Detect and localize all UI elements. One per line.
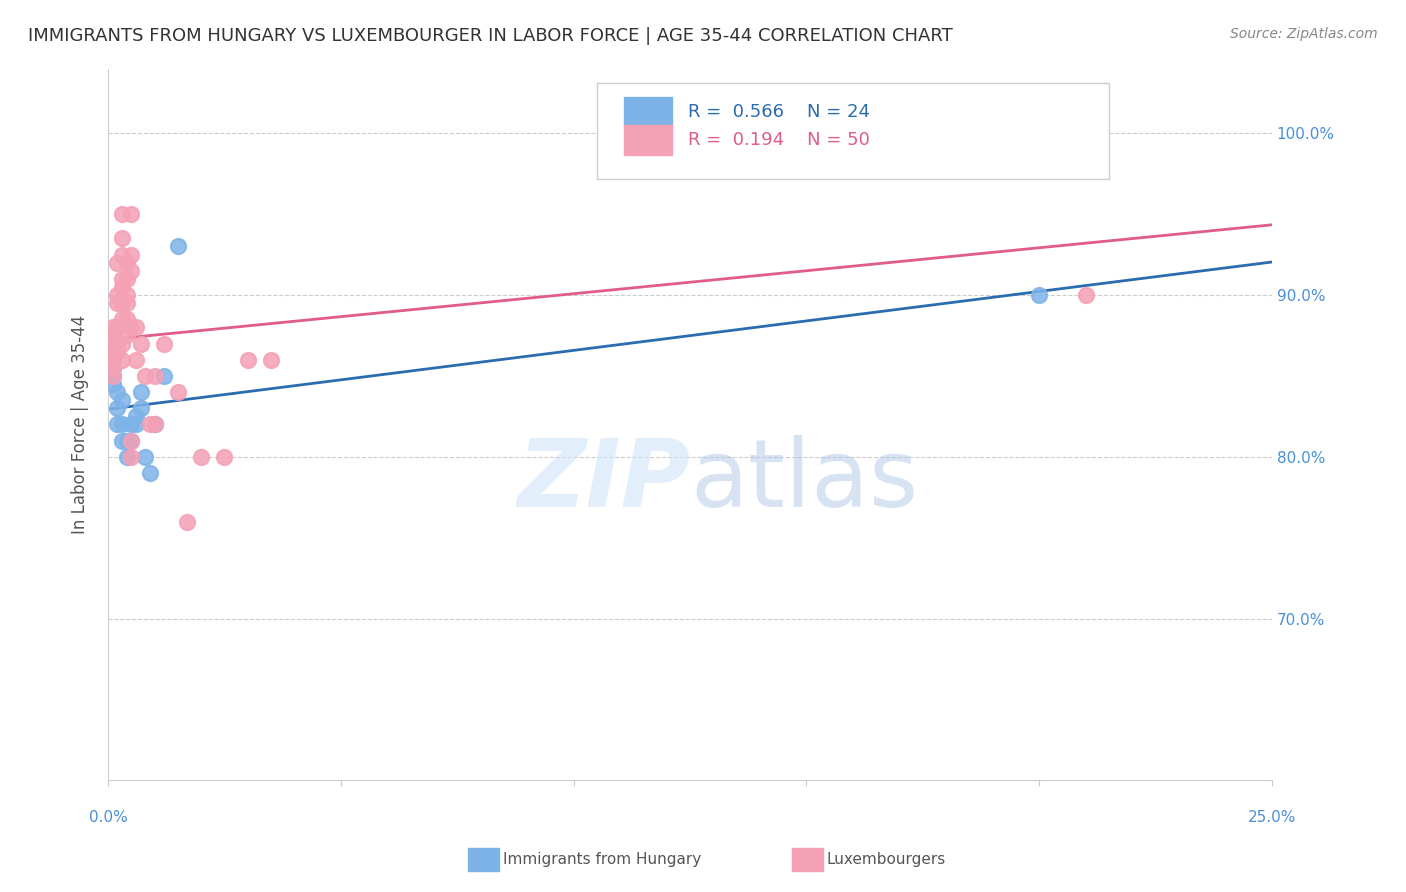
Point [115, 272, 138, 286]
Point [236, 352, 259, 367]
Point [101, 344, 124, 359]
Point [143, 417, 166, 432]
Point [134, 368, 156, 383]
Point [111, 280, 134, 294]
Point [129, 401, 152, 416]
Y-axis label: In Labor Force | Age 35-44: In Labor Force | Age 35-44 [72, 315, 89, 534]
Point [101, 360, 124, 375]
Point [153, 368, 176, 383]
Point [101, 352, 124, 367]
Point [115, 288, 138, 302]
Point [176, 515, 198, 529]
Point [105, 296, 128, 310]
FancyBboxPatch shape [624, 126, 672, 155]
Point [129, 385, 152, 400]
Text: Source: ZipAtlas.com: Source: ZipAtlas.com [1230, 27, 1378, 41]
Point [143, 417, 166, 432]
Point [115, 328, 138, 343]
Point [111, 352, 134, 367]
Point [139, 466, 162, 480]
Text: Immigrants from Hungary: Immigrants from Hungary [503, 853, 702, 867]
Point [111, 312, 134, 326]
Point [101, 360, 124, 375]
Point [120, 417, 142, 432]
Point [120, 450, 142, 464]
Point [105, 320, 128, 334]
Point [120, 207, 142, 221]
Point [101, 376, 124, 391]
FancyBboxPatch shape [596, 83, 1109, 179]
Point [111, 231, 134, 245]
FancyBboxPatch shape [624, 97, 672, 127]
Point [143, 368, 166, 383]
Point [125, 417, 148, 432]
Point [101, 336, 124, 351]
Point [134, 450, 156, 464]
Point [153, 336, 176, 351]
Point [101, 368, 124, 383]
Point [1074, 288, 1097, 302]
Text: R =  0.566    N = 24: R = 0.566 N = 24 [688, 103, 870, 121]
Point [111, 393, 134, 408]
Point [166, 239, 188, 253]
Point [105, 255, 128, 269]
Point [120, 264, 142, 278]
Point [111, 336, 134, 351]
Point [105, 344, 128, 359]
Text: 25.0%: 25.0% [1247, 810, 1296, 824]
Text: R =  0.194    N = 50: R = 0.194 N = 50 [688, 131, 869, 150]
Point [125, 409, 148, 424]
Point [115, 296, 138, 310]
Point [115, 312, 138, 326]
Point [125, 320, 148, 334]
Point [105, 385, 128, 400]
Point [120, 247, 142, 261]
Point [214, 450, 236, 464]
Point [115, 255, 138, 269]
Point [120, 320, 142, 334]
Point [260, 352, 283, 367]
Point [101, 368, 124, 383]
Point [190, 450, 212, 464]
Point [111, 296, 134, 310]
Text: IMMIGRANTS FROM HUNGARY VS LUXEMBOURGER IN LABOR FORCE | AGE 35-44 CORRELATION C: IMMIGRANTS FROM HUNGARY VS LUXEMBOURGER … [28, 27, 953, 45]
Point [101, 328, 124, 343]
Point [101, 320, 124, 334]
Point [105, 336, 128, 351]
Point [111, 247, 134, 261]
Point [111, 417, 134, 432]
Point [101, 336, 124, 351]
Point [115, 434, 138, 448]
Point [139, 417, 162, 432]
Point [111, 434, 134, 448]
Point [111, 207, 134, 221]
Point [125, 352, 148, 367]
Point [120, 434, 142, 448]
Point [166, 385, 188, 400]
Point [129, 336, 152, 351]
Point [105, 401, 128, 416]
Text: ZIP: ZIP [517, 435, 690, 527]
Point [1028, 126, 1050, 140]
Point [1028, 288, 1050, 302]
Point [115, 450, 138, 464]
Text: Luxembourgers: Luxembourgers [827, 853, 946, 867]
Point [111, 272, 134, 286]
Point [105, 417, 128, 432]
Text: atlas: atlas [690, 435, 918, 527]
Point [120, 434, 142, 448]
Text: 0.0%: 0.0% [89, 810, 128, 824]
Point [105, 288, 128, 302]
